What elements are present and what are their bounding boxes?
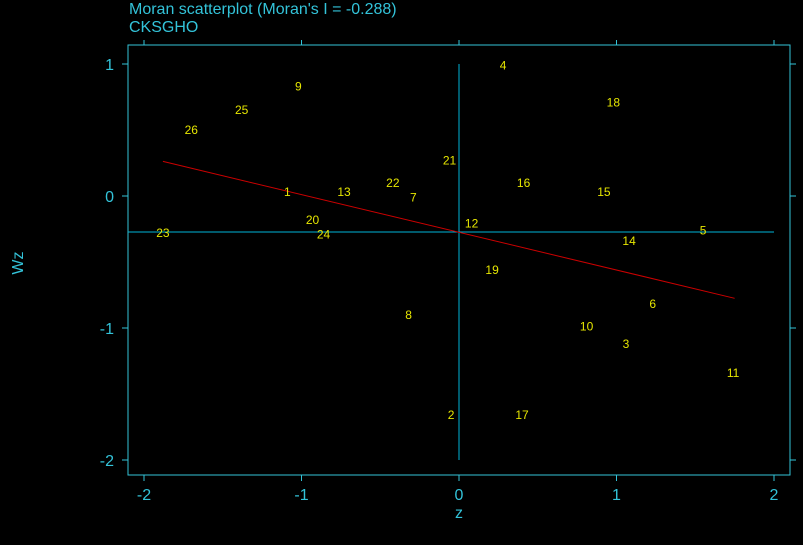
point-label-26: 26 bbox=[185, 123, 199, 137]
y-tick-label: 1 bbox=[105, 57, 114, 74]
point-label-4: 4 bbox=[500, 58, 507, 72]
point-label-24: 24 bbox=[317, 227, 331, 241]
point-label-13: 13 bbox=[337, 185, 351, 199]
point-label-21: 21 bbox=[443, 153, 457, 167]
point-label-19: 19 bbox=[485, 263, 499, 277]
point-label-6: 6 bbox=[649, 297, 656, 311]
x-tick-label: 2 bbox=[770, 487, 779, 504]
x-tick-label: 0 bbox=[455, 487, 464, 504]
point-label-22: 22 bbox=[386, 176, 400, 190]
point-label-15: 15 bbox=[597, 185, 611, 199]
point-label-2: 2 bbox=[448, 408, 455, 422]
point-label-5: 5 bbox=[700, 223, 707, 237]
x-tick-label: 1 bbox=[612, 487, 621, 504]
y-tick-label: 0 bbox=[105, 189, 114, 206]
point-label-16: 16 bbox=[517, 176, 531, 190]
point-label-17: 17 bbox=[515, 408, 529, 422]
point-label-10: 10 bbox=[580, 320, 594, 334]
point-label-25: 25 bbox=[235, 103, 249, 117]
point-label-3: 3 bbox=[623, 337, 630, 351]
y-axis-label: Wz bbox=[10, 251, 27, 274]
point-label-23: 23 bbox=[156, 226, 170, 240]
point-label-7: 7 bbox=[410, 190, 417, 204]
point-label-18: 18 bbox=[607, 95, 621, 109]
y-tick-label: -1 bbox=[100, 321, 114, 338]
y-tick-label: -2 bbox=[100, 453, 114, 470]
point-label-12: 12 bbox=[465, 217, 479, 231]
x-axis-label: z bbox=[455, 505, 463, 522]
point-label-11: 11 bbox=[727, 366, 740, 380]
point-label-8: 8 bbox=[405, 308, 412, 322]
point-label-1: 1 bbox=[284, 185, 291, 199]
point-label-9: 9 bbox=[295, 79, 302, 93]
point-label-20: 20 bbox=[306, 213, 320, 227]
regression-line bbox=[162, 160, 735, 299]
chart-subtitle: CKSGHO bbox=[129, 19, 198, 36]
point-label-14: 14 bbox=[622, 234, 636, 248]
x-tick-label: -1 bbox=[294, 487, 308, 504]
x-tick-label: -2 bbox=[137, 487, 151, 504]
chart-title: Moran scatterplot (Moran's I = -0.288) bbox=[129, 1, 397, 18]
